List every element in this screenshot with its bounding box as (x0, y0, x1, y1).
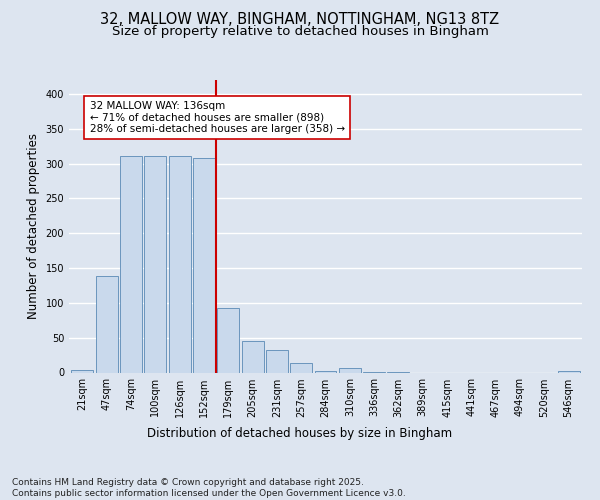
Bar (71, 370, 94, 372)
Bar (120, 156, 142, 372)
Bar (96, 276, 118, 372)
Text: 32, MALLOW WAY, BINGHAM, NOTTINGHAM, NG13 8TZ: 32, MALLOW WAY, BINGHAM, NOTTINGHAM, NG1… (100, 12, 500, 28)
Bar (339, 368, 361, 372)
Bar (217, 308, 239, 372)
Text: 32 MALLOW WAY: 136sqm
← 71% of detached houses are smaller (898)
28% of semi-det: 32 MALLOW WAY: 136sqm ← 71% of detached … (89, 101, 345, 134)
Text: Size of property relative to detached houses in Bingham: Size of property relative to detached ho… (112, 25, 488, 38)
Bar (169, 156, 191, 372)
Bar (314, 371, 337, 372)
Bar (290, 363, 312, 372)
Bar (242, 341, 263, 372)
Bar (557, 371, 580, 372)
Bar (145, 156, 166, 372)
Bar (193, 158, 215, 372)
Text: Contains HM Land Registry data © Crown copyright and database right 2025.
Contai: Contains HM Land Registry data © Crown c… (12, 478, 406, 498)
Text: Distribution of detached houses by size in Bingham: Distribution of detached houses by size … (148, 428, 452, 440)
Y-axis label: Number of detached properties: Number of detached properties (27, 133, 40, 320)
Bar (266, 350, 288, 372)
